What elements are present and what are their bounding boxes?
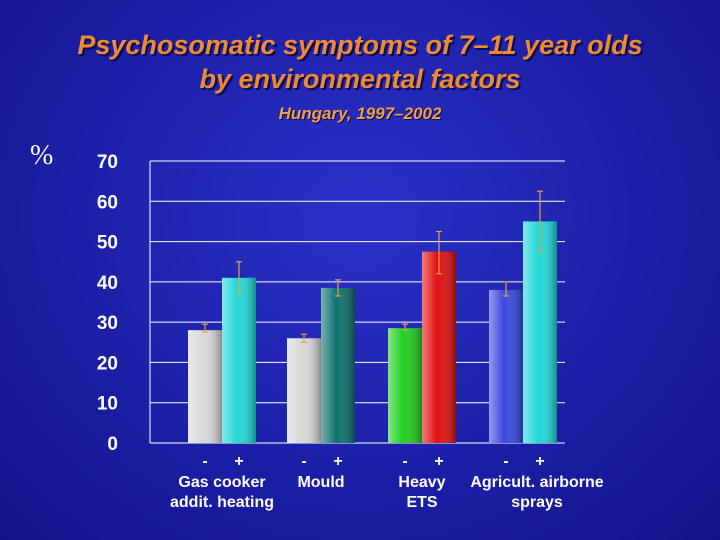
x-category-label: Gas cooker: [178, 474, 265, 491]
y-tick-label: 40: [97, 273, 118, 294]
y-axis-unit-label: %: [30, 140, 54, 171]
y-tick-label: 10: [97, 394, 118, 415]
bar-shading: [321, 287, 355, 443]
y-tick-label: 60: [97, 192, 118, 213]
x-category-label: sprays: [511, 494, 563, 511]
x-sign-label-negative: -: [402, 453, 407, 470]
x-category-label: Heavy: [398, 474, 445, 491]
y-tick-label: 20: [97, 353, 118, 374]
x-sign-label-positive: +: [434, 453, 443, 470]
chart-subtitle: Hungary, 1997–2002: [278, 104, 442, 123]
x-sign-label-negative: -: [301, 453, 306, 470]
y-tick-label: 30: [97, 313, 118, 334]
bar-shading: [388, 328, 422, 443]
x-sign-label-negative: -: [202, 453, 207, 470]
chart-title-line2: by environmental factors: [199, 64, 521, 94]
x-category-label: ETS: [406, 494, 437, 511]
x-category-label: Agricult. airborne: [470, 474, 603, 491]
x-sign-label-positive: +: [333, 453, 342, 470]
bar-shading: [222, 277, 256, 443]
bar-shading: [188, 330, 222, 443]
chart-title-line1: Psychosomatic symptoms of 7–11 year olds: [77, 30, 643, 60]
x-category-label: addit. heating: [170, 494, 274, 511]
x-sign-label-positive: +: [535, 453, 544, 470]
bar-shading: [523, 221, 557, 443]
y-tick-label: 0: [107, 434, 118, 455]
y-tick-label: 70: [97, 152, 118, 173]
y-tick-label: 50: [97, 233, 118, 254]
x-category-label: Mould: [297, 474, 344, 491]
bar-shading: [489, 289, 523, 443]
x-sign-label-positive: +: [234, 453, 243, 470]
bar-shading: [422, 251, 456, 443]
bar-shading: [287, 338, 321, 443]
x-sign-label-negative: -: [503, 453, 508, 470]
